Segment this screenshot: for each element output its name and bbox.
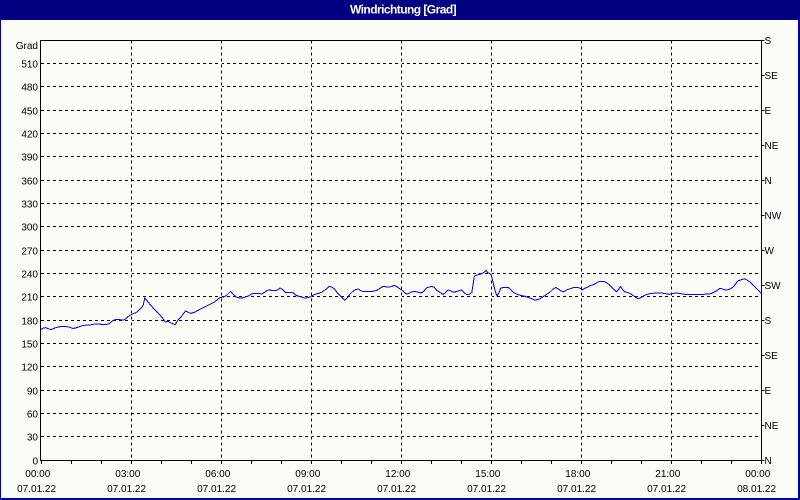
svg-text:E: E: [765, 106, 772, 117]
svg-text:420: 420: [21, 130, 38, 141]
svg-text:NE: NE: [765, 421, 779, 432]
svg-text:NE: NE: [765, 141, 779, 152]
svg-text:07.01.22: 07.01.22: [107, 484, 146, 495]
svg-text:180: 180: [21, 317, 38, 328]
svg-text:09:00: 09:00: [295, 469, 320, 480]
svg-text:0: 0: [32, 457, 38, 468]
svg-text:90: 90: [27, 387, 39, 398]
svg-text:07.01.22: 07.01.22: [17, 484, 56, 495]
svg-text:SE: SE: [765, 71, 779, 82]
svg-text:SE: SE: [765, 351, 779, 362]
svg-text:S: S: [765, 36, 772, 47]
svg-text:12:00: 12:00: [385, 469, 410, 480]
svg-text:18:00: 18:00: [565, 469, 590, 480]
svg-text:Windrichtung [Grad]: Windrichtung [Grad]: [350, 2, 457, 16]
svg-text:480: 480: [21, 83, 38, 94]
svg-text:07.01.22: 07.01.22: [647, 484, 686, 495]
svg-text:15:00: 15:00: [475, 469, 500, 480]
svg-text:07.01.22: 07.01.22: [197, 484, 236, 495]
svg-text:300: 300: [21, 223, 38, 234]
svg-text:210: 210: [21, 293, 38, 304]
svg-text:N: N: [765, 456, 772, 467]
svg-text:510: 510: [21, 60, 38, 71]
svg-text:07.01.22: 07.01.22: [377, 484, 416, 495]
svg-text:07.01.22: 07.01.22: [287, 484, 326, 495]
svg-text:360: 360: [21, 177, 38, 188]
svg-text:S: S: [765, 316, 772, 327]
svg-text:07.01.22: 07.01.22: [467, 484, 506, 495]
svg-text:06:00: 06:00: [205, 469, 230, 480]
svg-text:390: 390: [21, 153, 38, 164]
svg-text:60: 60: [27, 410, 39, 421]
svg-text:330: 330: [21, 200, 38, 211]
svg-text:W: W: [765, 246, 775, 257]
svg-text:03:00: 03:00: [115, 469, 140, 480]
svg-text:00:00: 00:00: [25, 469, 50, 480]
svg-text:150: 150: [21, 340, 38, 351]
svg-text:00:00: 00:00: [745, 469, 770, 480]
svg-text:N: N: [765, 176, 772, 187]
svg-text:SW: SW: [765, 281, 782, 292]
svg-text:21:00: 21:00: [655, 469, 680, 480]
svg-text:450: 450: [21, 107, 38, 118]
svg-text:240: 240: [21, 270, 38, 281]
svg-text:30: 30: [27, 433, 39, 444]
svg-text:08.01.22: 08.01.22: [737, 484, 776, 495]
svg-text:Grad: Grad: [16, 41, 38, 52]
svg-text:NW: NW: [765, 211, 782, 222]
svg-text:120: 120: [21, 363, 38, 374]
svg-text:E: E: [765, 386, 772, 397]
svg-text:07.01.22: 07.01.22: [557, 484, 596, 495]
svg-text:270: 270: [21, 247, 38, 258]
